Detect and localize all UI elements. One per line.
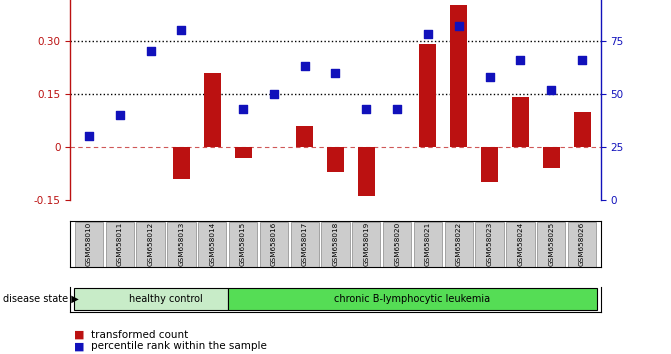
- Text: chronic B-lymphocytic leukemia: chronic B-lymphocytic leukemia: [334, 293, 491, 304]
- Text: GSM658025: GSM658025: [548, 222, 554, 266]
- Bar: [537, 222, 566, 267]
- Bar: [173, 147, 190, 179]
- Bar: [383, 222, 411, 267]
- Text: ■: ■: [74, 330, 85, 339]
- Text: GSM658023: GSM658023: [486, 222, 493, 266]
- Bar: [167, 222, 195, 267]
- Point: [268, 91, 279, 97]
- Text: GSM658021: GSM658021: [425, 222, 431, 266]
- Text: GSM658017: GSM658017: [302, 222, 308, 266]
- Bar: [296, 126, 313, 147]
- Bar: [445, 222, 473, 267]
- Bar: [414, 222, 442, 267]
- Text: GSM658011: GSM658011: [117, 222, 123, 266]
- Text: transformed count: transformed count: [91, 330, 188, 339]
- Point: [176, 27, 187, 33]
- Point: [238, 106, 248, 112]
- Bar: [450, 5, 467, 147]
- Bar: [358, 147, 375, 196]
- Text: GSM658013: GSM658013: [178, 222, 185, 266]
- Bar: [327, 147, 344, 172]
- Bar: [419, 44, 436, 147]
- Bar: [235, 147, 252, 158]
- Text: disease state ▶: disease state ▶: [3, 294, 79, 304]
- Bar: [198, 222, 226, 267]
- Bar: [481, 147, 498, 182]
- Point: [515, 57, 526, 63]
- Text: GSM658022: GSM658022: [456, 222, 462, 266]
- Bar: [74, 288, 227, 310]
- Text: GSM658015: GSM658015: [240, 222, 246, 266]
- Bar: [543, 147, 560, 168]
- Point: [454, 23, 464, 29]
- Bar: [227, 288, 597, 310]
- Bar: [568, 222, 597, 267]
- Bar: [321, 222, 350, 267]
- Text: GSM658010: GSM658010: [86, 222, 92, 266]
- Bar: [260, 222, 288, 267]
- Point: [576, 57, 587, 63]
- Point: [114, 112, 125, 118]
- Bar: [204, 73, 221, 147]
- Point: [546, 87, 557, 92]
- Bar: [506, 222, 535, 267]
- Text: GSM658014: GSM658014: [209, 222, 215, 266]
- Text: ■: ■: [74, 341, 85, 351]
- Bar: [229, 222, 257, 267]
- Text: healthy control: healthy control: [129, 293, 203, 304]
- Bar: [74, 222, 103, 267]
- Text: GSM658012: GSM658012: [148, 222, 154, 266]
- Point: [361, 106, 372, 112]
- Point: [145, 48, 156, 54]
- Text: GSM658024: GSM658024: [517, 222, 523, 266]
- Text: GSM658019: GSM658019: [363, 222, 369, 266]
- Text: GSM658016: GSM658016: [271, 222, 277, 266]
- Text: percentile rank within the sample: percentile rank within the sample: [91, 341, 266, 351]
- Bar: [512, 97, 529, 147]
- Point: [484, 74, 495, 80]
- Text: GSM658018: GSM658018: [333, 222, 338, 266]
- Point: [330, 70, 341, 75]
- Point: [299, 63, 310, 69]
- Bar: [574, 112, 590, 147]
- Point: [84, 133, 95, 139]
- Point: [423, 32, 433, 37]
- Text: GSM658026: GSM658026: [579, 222, 585, 266]
- Bar: [136, 222, 165, 267]
- Point: [392, 106, 403, 112]
- Bar: [476, 222, 504, 267]
- Text: GSM658020: GSM658020: [394, 222, 400, 266]
- Bar: [105, 222, 134, 267]
- Bar: [352, 222, 380, 267]
- Bar: [291, 222, 319, 267]
